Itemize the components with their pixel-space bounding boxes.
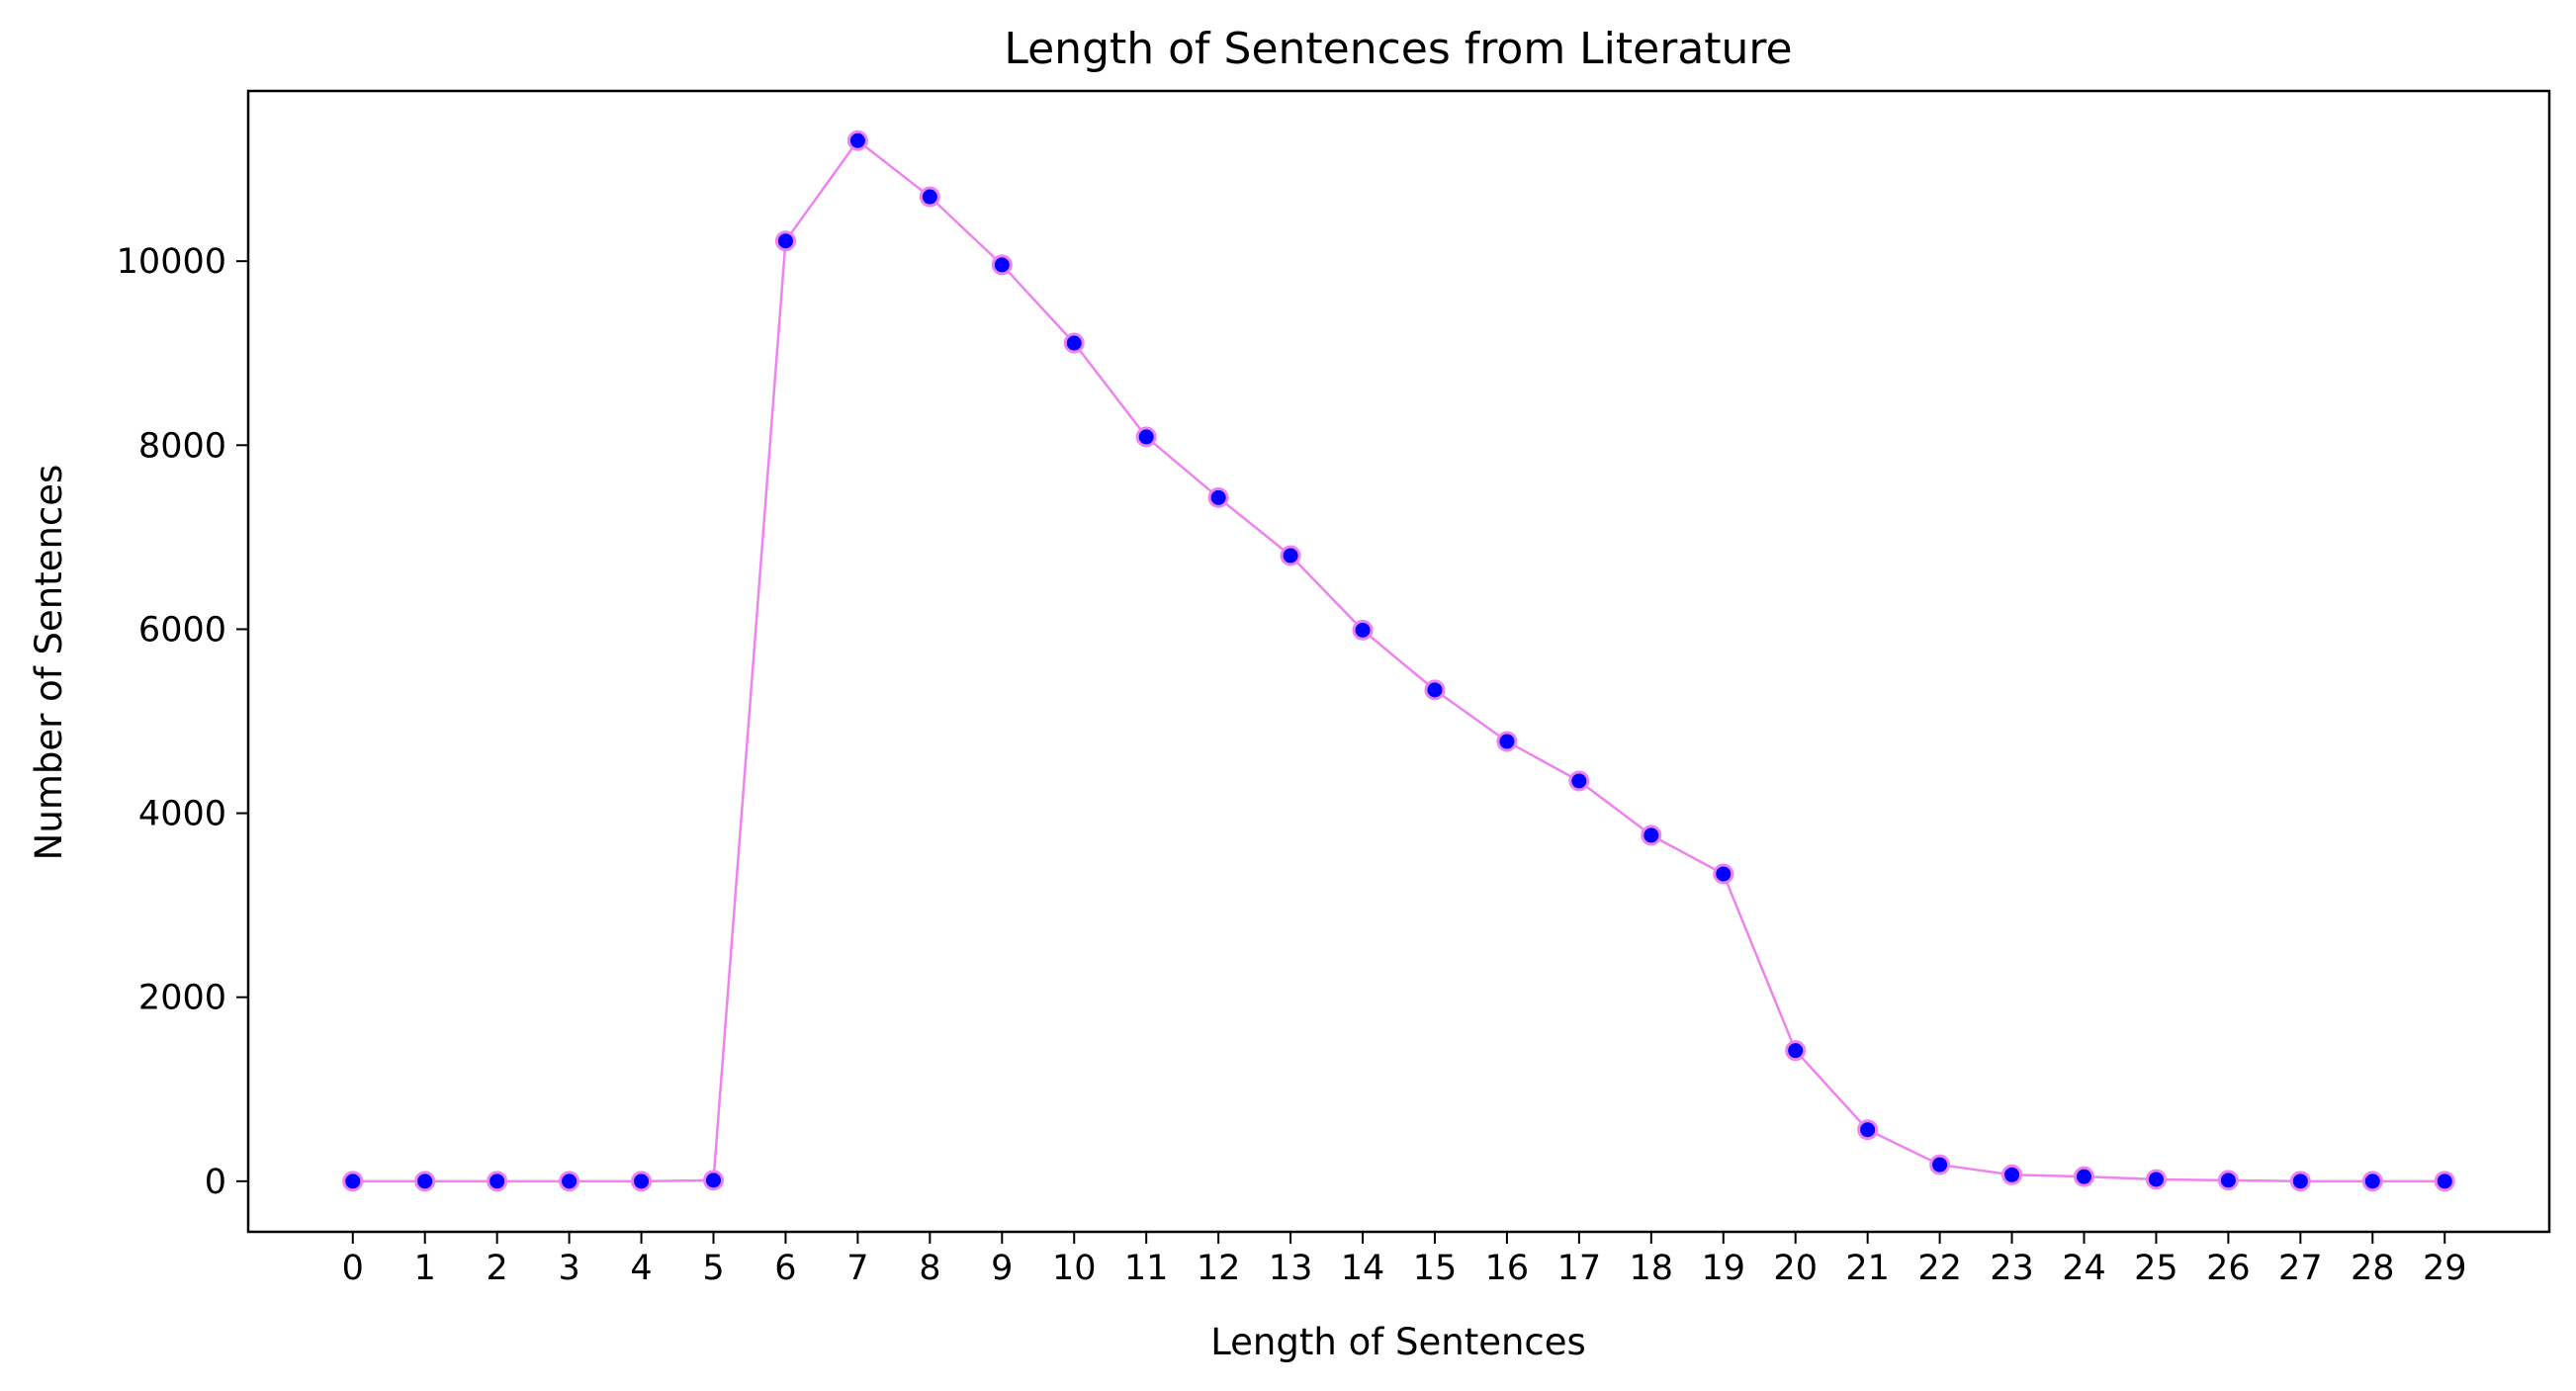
plot-area: 0 1 2 3 4 5 6 7 8 9 10 11 12 13 14 15 16 17 18 19 20 21 22 23 24…	[117, 89, 2551, 1288]
data-point	[414, 1171, 436, 1192]
data-point	[2001, 1164, 2023, 1185]
x-tick-label: 15	[1413, 1249, 1458, 1288]
data-point	[1641, 825, 1662, 846]
x-tick-label: 0	[342, 1249, 364, 1288]
data-point	[1857, 1119, 1879, 1141]
data-point	[487, 1171, 508, 1192]
data-point	[2217, 1170, 2239, 1191]
data-point	[1713, 863, 1734, 885]
series-line	[352, 138, 2445, 1183]
x-tick-label: 7	[846, 1249, 868, 1288]
x-tick-label: 27	[2278, 1249, 2323, 1288]
x-tick-label: 9	[991, 1249, 1013, 1288]
data-point	[2073, 1166, 2094, 1187]
x-tick-label: 14	[1341, 1249, 1385, 1288]
y-axis-label: Number of Sentences	[28, 465, 70, 861]
x-tick-label: 24	[2062, 1249, 2106, 1288]
x-tick-label: 20	[1773, 1249, 1818, 1288]
x-tick-label: 23	[1990, 1249, 2034, 1288]
data-point	[991, 254, 1013, 276]
data-point	[342, 1171, 364, 1192]
x-tick-label: 12	[1197, 1249, 1241, 1288]
x-tick-label: 16	[1485, 1249, 1530, 1288]
x-tick-label: 5	[702, 1249, 724, 1288]
y-tick-label: 6000	[138, 610, 226, 650]
x-tick-label: 28	[2351, 1249, 2395, 1288]
chart-title: Length of Sentences from Literature	[1004, 24, 1792, 74]
x-tick-label: 10	[1052, 1249, 1097, 1288]
x-tick-label: 21	[1845, 1249, 1890, 1288]
x-tick-label: 4	[630, 1249, 652, 1288]
x-tick-label: 13	[1269, 1249, 1313, 1288]
data-point	[2289, 1171, 2311, 1192]
data-point	[1135, 426, 1157, 448]
y-tick-label: 8000	[138, 426, 226, 466]
x-tick-label: 17	[1557, 1249, 1602, 1288]
plot-frame	[246, 89, 2551, 1234]
x-tick-label: 11	[1124, 1249, 1169, 1288]
data-point	[1424, 679, 1446, 701]
x-tick-label: 1	[414, 1249, 436, 1288]
data-point	[703, 1170, 725, 1191]
y-tick-label: 4000	[138, 795, 226, 834]
data-point	[1929, 1154, 1951, 1175]
x-tick-label: 8	[919, 1249, 940, 1288]
y-tick-label: 2000	[138, 979, 226, 1018]
data-point	[1063, 332, 1085, 354]
data-point	[919, 186, 940, 208]
x-tick-label: 19	[1701, 1249, 1745, 1288]
data-point	[2361, 1171, 2383, 1192]
x-tick-label: 6	[774, 1249, 796, 1288]
data-point	[2434, 1171, 2455, 1192]
data-point	[1280, 545, 1301, 566]
data-point	[559, 1171, 580, 1192]
data-point	[1568, 770, 1590, 792]
x-tick-label: 3	[558, 1249, 579, 1288]
data-point	[1785, 1040, 1807, 1062]
data-point	[1352, 619, 1374, 641]
data-point	[631, 1171, 653, 1192]
data-point	[1207, 486, 1229, 508]
x-tick-label: 22	[1917, 1249, 1962, 1288]
x-axis-label: Length of Sentences	[1210, 1321, 1586, 1363]
data-point	[774, 230, 796, 252]
y-tick-label: 0	[205, 1163, 226, 1202]
x-tick-label: 25	[2134, 1249, 2178, 1288]
x-tick-label: 29	[2423, 1249, 2467, 1288]
x-tick-label: 26	[2206, 1249, 2251, 1288]
y-tick-label: 10000	[117, 242, 226, 282]
x-tick-label: 2	[487, 1249, 508, 1288]
data-point	[1496, 731, 1518, 752]
x-tick-label: 18	[1630, 1249, 1674, 1288]
data-point	[2145, 1169, 2167, 1190]
data-point	[846, 130, 868, 151]
